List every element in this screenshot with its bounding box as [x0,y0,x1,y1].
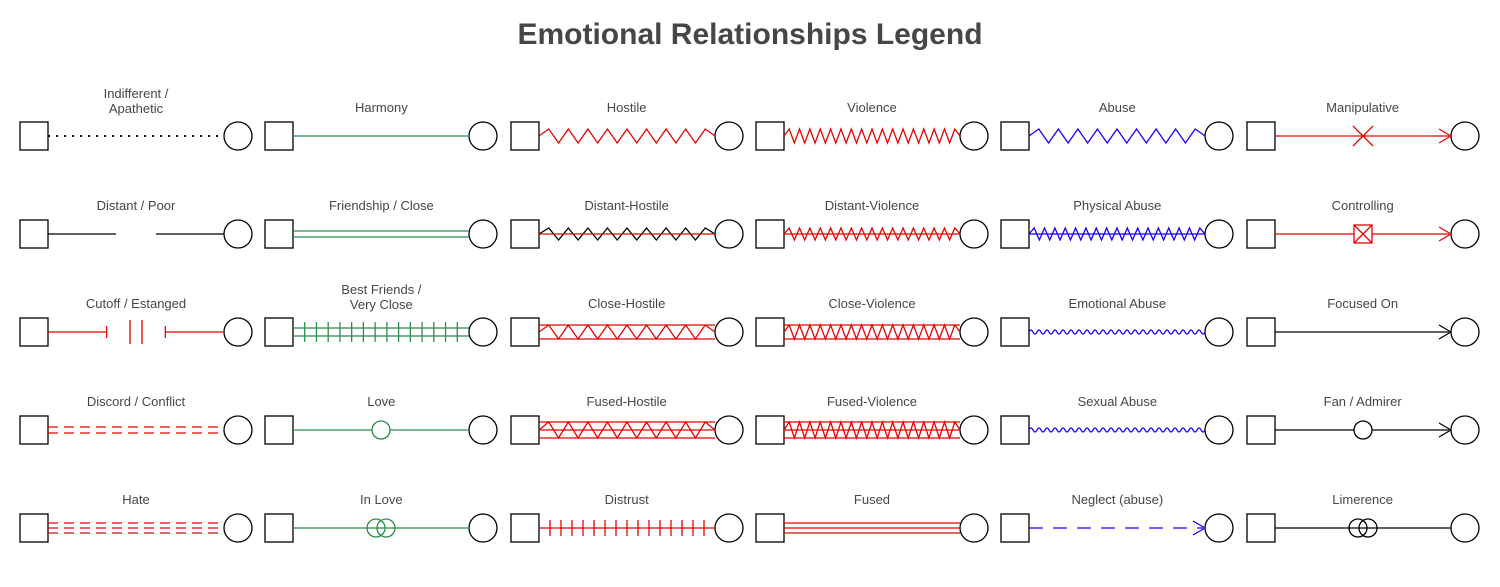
legend-symbol [509,510,745,546]
legend-cell: Manipulative [1245,90,1481,154]
legend-label: Fused [792,492,952,507]
legend-symbol [999,412,1235,448]
legend-label: Sexual Abuse [1037,394,1197,409]
legend-label: Fused-Violence [792,394,952,409]
legend-label: Best Friends / Very Close [301,282,461,312]
legend-symbol [509,314,745,350]
legend-cell: Distant-Hostile [509,188,745,252]
legend-cell: Hostile [509,90,745,154]
legend-symbol [18,118,254,154]
legend-label: Neglect (abuse) [1037,492,1197,507]
legend-label: Close-Hostile [547,296,707,311]
legend-symbol [1245,216,1481,252]
legend-symbol [1245,510,1481,546]
legend-symbol [754,314,990,350]
legend-cell: Fan / Admirer [1245,384,1481,448]
legend-cell: Close-Violence [754,286,990,350]
legend-label: Distrust [547,492,707,507]
legend-label: Indifferent / Apathetic [56,86,216,116]
legend-label: Physical Abuse [1037,198,1197,213]
legend-symbol [1245,314,1481,350]
legend-cell: Best Friends / Very Close [263,286,499,350]
legend-symbol [509,216,745,252]
legend-cell: Friendship / Close [263,188,499,252]
legend-cell: Love [263,384,499,448]
legend-symbol [999,216,1235,252]
legend-symbol [999,314,1235,350]
legend-label: Abuse [1037,100,1197,115]
legend-cell: Harmony [263,90,499,154]
legend-symbol [18,510,254,546]
legend-label: Distant-Violence [792,198,952,213]
legend-symbol [754,216,990,252]
legend-symbol [1245,412,1481,448]
legend-cell: Neglect (abuse) [999,482,1235,546]
legend-symbol [18,216,254,252]
legend-label: Harmony [301,100,461,115]
legend-cell: Discord / Conflict [18,384,254,448]
legend-cell: Cutoff / Estanged [18,286,254,350]
legend-label: Focused On [1283,296,1443,311]
legend-cell: Abuse [999,90,1235,154]
legend-cell: Controlling [1245,188,1481,252]
legend-label: Close-Violence [792,296,952,311]
legend-label: Manipulative [1283,100,1443,115]
legend-symbol [263,118,499,154]
legend-label: Distant / Poor [56,198,216,213]
legend-symbol [18,412,254,448]
legend-label: Hostile [547,100,707,115]
legend-symbol [754,412,990,448]
legend-symbol [999,510,1235,546]
legend-label: Limerence [1283,492,1443,507]
legend-symbol [263,412,499,448]
legend-symbol [754,118,990,154]
legend-grid: Indifferent / Apathetic Harmony Hostile Vio… [18,90,1482,546]
legend-cell: Violence [754,90,990,154]
legend-label: Emotional Abuse [1037,296,1197,311]
legend-label: Hate [56,492,216,507]
legend-cell: Fused [754,482,990,546]
legend-label: In Love [301,492,461,507]
page-title: Emotional Relationships Legend [0,18,1500,52]
legend-label: Controlling [1283,198,1443,213]
legend-label: Fan / Admirer [1283,394,1443,409]
legend-label: Discord / Conflict [56,394,216,409]
legend-label: Fused-Hostile [547,394,707,409]
legend-label: Love [301,394,461,409]
legend-symbol [18,314,254,350]
legend-cell: In Love [263,482,499,546]
legend-cell: Physical Abuse [999,188,1235,252]
legend-cell: Sexual Abuse [999,384,1235,448]
legend-cell: Distrust [509,482,745,546]
legend-cell: Fused-Violence [754,384,990,448]
legend-label: Friendship / Close [301,198,461,213]
legend-cell: Focused On [1245,286,1481,350]
legend-symbol [509,412,745,448]
legend-cell: Distant-Violence [754,188,990,252]
legend-label: Cutoff / Estanged [56,296,216,311]
legend-cell: Distant / Poor [18,188,254,252]
legend-cell: Fused-Hostile [509,384,745,448]
legend-label: Distant-Hostile [547,198,707,213]
legend-cell: Emotional Abuse [999,286,1235,350]
legend-symbol [263,314,499,350]
legend-symbol [754,510,990,546]
legend-label: Violence [792,100,952,115]
legend-cell: Limerence [1245,482,1481,546]
legend-cell: Hate [18,482,254,546]
legend-symbol [263,216,499,252]
legend-cell: Close-Hostile [509,286,745,350]
legend-symbol [1245,118,1481,154]
legend-symbol [999,118,1235,154]
legend-symbol [509,118,745,154]
legend-cell: Indifferent / Apathetic [18,90,254,154]
legend-symbol [263,510,499,546]
